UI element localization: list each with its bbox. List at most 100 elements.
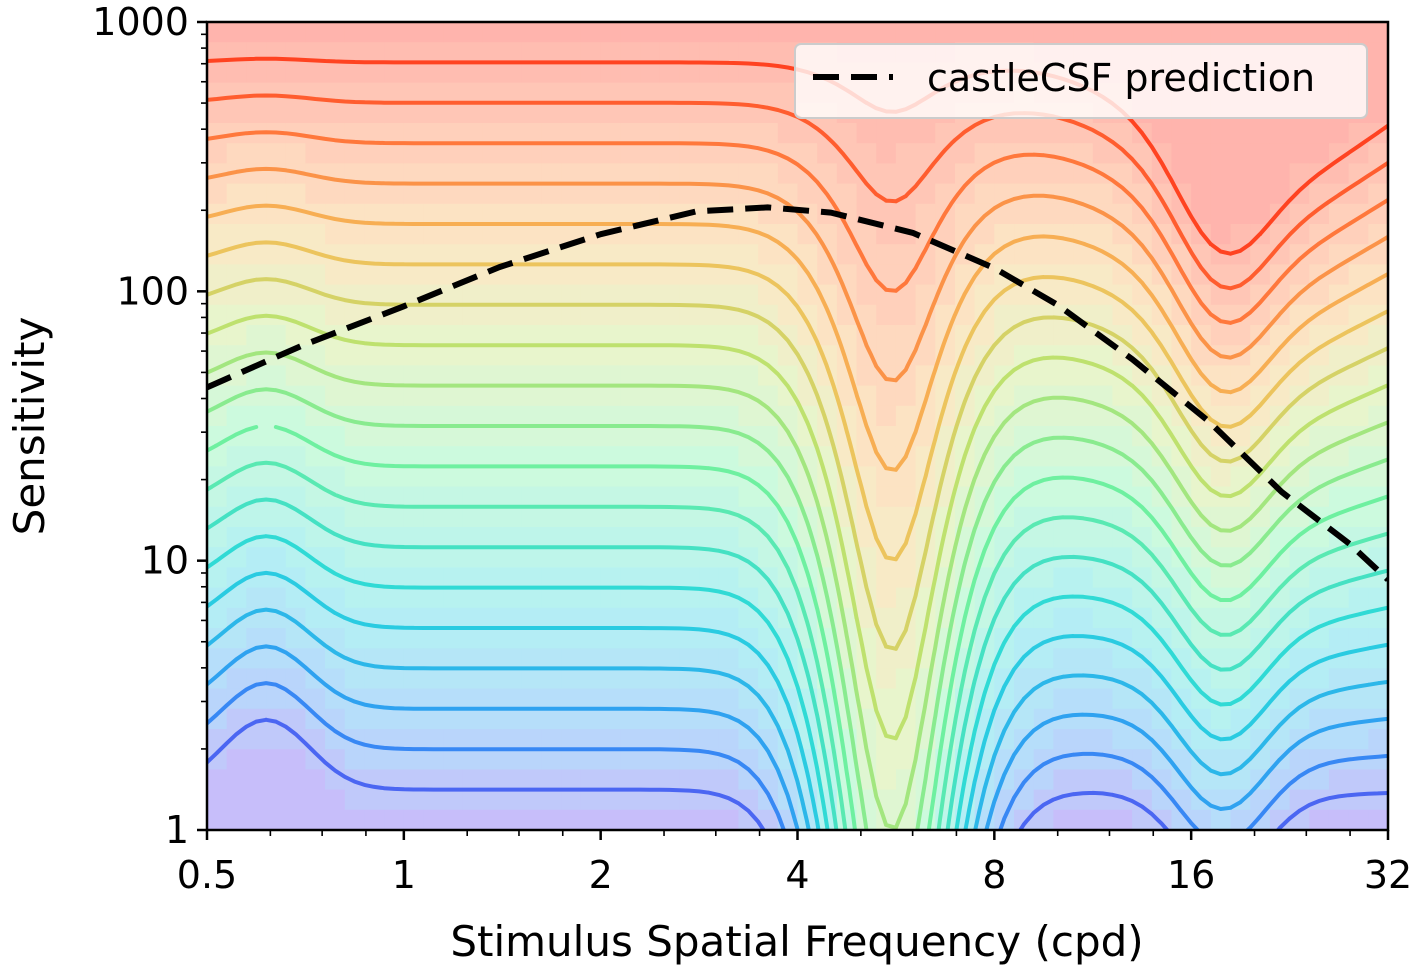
contour-cell — [443, 325, 464, 346]
contour-cell — [699, 809, 720, 830]
contour-cell — [935, 224, 956, 245]
contour-cell — [305, 102, 326, 124]
contour-cell — [1348, 264, 1369, 286]
contour-cell — [462, 789, 484, 811]
contour-cell — [1053, 244, 1074, 265]
contour-cell — [1151, 123, 1173, 144]
contour-cell — [561, 22, 582, 43]
contour-cell — [403, 183, 425, 205]
contour-cell — [974, 123, 995, 144]
contour-cell — [443, 607, 464, 629]
contour-cell — [482, 648, 503, 669]
contour-cell — [758, 163, 779, 185]
contour-cell — [1289, 203, 1310, 225]
contour-cell — [403, 244, 425, 265]
contour-cell — [1348, 22, 1369, 43]
contour-cell — [1368, 648, 1388, 669]
contour-cell — [305, 789, 326, 811]
contour-cell — [679, 567, 700, 589]
contour-cell — [1112, 325, 1133, 346]
contour-cell — [1309, 466, 1330, 488]
contour-cell — [580, 102, 602, 124]
contour-cell — [207, 729, 228, 750]
contour-cell — [738, 102, 759, 124]
contour-cell — [462, 749, 484, 770]
contour-cell — [1151, 345, 1173, 366]
contour-cell — [325, 102, 346, 124]
contour-cell — [777, 244, 799, 265]
contour-cell — [797, 284, 818, 306]
contour-cell — [659, 809, 680, 830]
contour-cell — [1230, 203, 1251, 225]
contour-cell — [423, 708, 444, 730]
contour-cell — [777, 143, 799, 164]
contour-cell — [600, 708, 621, 730]
contour-cell — [207, 789, 228, 811]
contour-cell — [482, 244, 503, 265]
contour-cell — [521, 668, 543, 690]
contour-cell — [659, 648, 680, 669]
contour-cell — [1053, 607, 1074, 629]
contour-cell — [620, 729, 641, 750]
contour-cell — [1348, 769, 1369, 791]
contour-cell — [758, 385, 779, 407]
contour-cell — [1368, 284, 1388, 306]
contour-cell — [659, 102, 680, 124]
contour-cell — [1210, 123, 1232, 144]
contour-cell — [285, 82, 307, 104]
contour-cell — [1092, 769, 1114, 791]
contour-cell — [1073, 405, 1094, 427]
contour-cell — [325, 42, 346, 63]
contour-cell — [482, 506, 503, 528]
contour-cell — [1269, 123, 1291, 144]
contour-cell — [600, 284, 621, 306]
contour-cell — [1073, 183, 1094, 205]
contour-cell — [600, 648, 621, 669]
contour-cell — [600, 527, 621, 548]
contour-cell — [1230, 183, 1251, 205]
contour-cell — [384, 62, 405, 84]
contour-cell — [580, 203, 602, 225]
contour-cell — [285, 628, 307, 649]
contour-cell — [305, 264, 326, 286]
contour-cell — [640, 244, 661, 265]
contour-cell — [679, 486, 700, 508]
contour-cell — [561, 325, 582, 346]
contour-cell — [1151, 769, 1173, 791]
contour-cell — [895, 628, 917, 649]
contour-cell — [1368, 749, 1388, 770]
contour-cell — [561, 82, 582, 104]
contour-cell — [1132, 426, 1153, 447]
contour-cell — [620, 163, 641, 185]
contour-cell — [521, 547, 543, 568]
contour-cell — [502, 789, 523, 811]
contour-cell — [895, 123, 917, 144]
contour-cell — [462, 628, 484, 649]
contour-cell — [1250, 648, 1271, 669]
contour-cell — [207, 708, 228, 730]
contour-cell — [226, 628, 247, 649]
contour-cell — [226, 729, 247, 750]
contour-cell — [699, 163, 720, 185]
contour-cell — [364, 224, 385, 245]
contour-cell — [994, 224, 1015, 245]
contour-cell — [403, 426, 425, 447]
contour-cell — [502, 729, 523, 750]
contour-cell — [246, 284, 267, 306]
contour-cell — [305, 486, 326, 508]
contour-cell — [758, 325, 779, 346]
contour-cell — [305, 527, 326, 548]
contour-cell — [521, 143, 543, 164]
contour-cell — [482, 284, 503, 306]
contour-cell — [895, 567, 917, 589]
contour-cell — [1348, 547, 1369, 568]
contour-cell — [1269, 345, 1291, 366]
contour-cell — [1014, 163, 1035, 185]
contour-cell — [443, 466, 464, 488]
contour-cell — [1053, 284, 1074, 306]
contour-cell — [364, 708, 385, 730]
contour-cell — [600, 587, 621, 609]
contour-cell — [226, 102, 247, 124]
contour-cell — [1014, 466, 1035, 488]
contour-cell — [207, 527, 228, 548]
